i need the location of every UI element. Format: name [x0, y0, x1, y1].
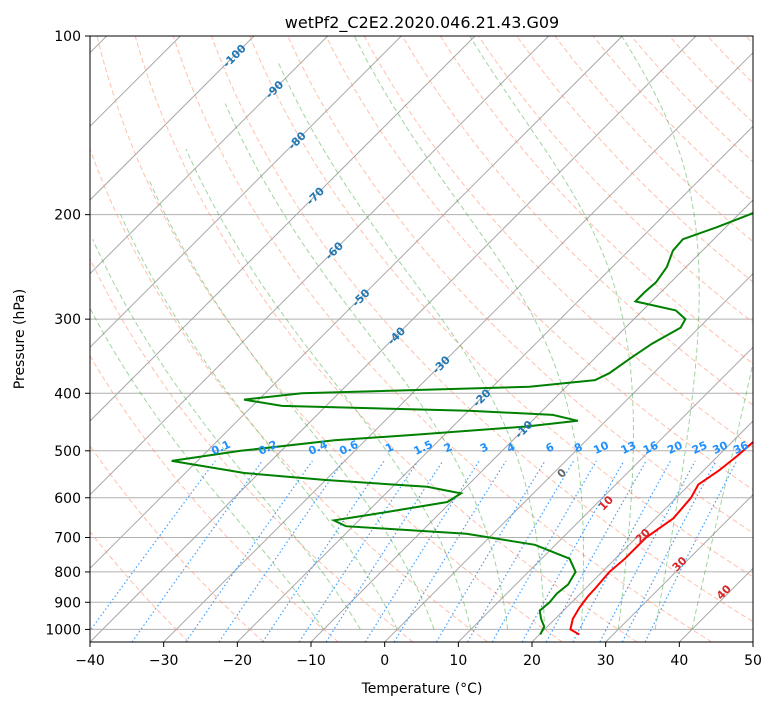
dry-adiabat	[96, 36, 563, 642]
dry-adiabat	[90, 147, 488, 642]
x-axis-title: Temperature (°C)	[361, 681, 483, 697]
x-tick-label: −10	[296, 653, 326, 669]
plot-background	[90, 36, 753, 642]
dry-adiabat	[90, 257, 414, 642]
moist-adiabat	[276, 60, 546, 630]
y-axis-title: Pressure (hPa)	[12, 289, 28, 389]
dewpoint-line	[171, 211, 753, 635]
isotherm	[90, 36, 255, 201]
mixing-ratio-label: 13	[619, 439, 638, 457]
y-tick-label: 200	[54, 208, 81, 224]
moist-adiabat	[691, 360, 753, 630]
mixing-ratio-line	[90, 460, 216, 632]
x-tick-label: −30	[149, 653, 179, 669]
moist-adiabat	[353, 36, 584, 630]
dry-adiabat	[439, 36, 753, 365]
dry-adiabat	[172, 36, 712, 642]
moist-adiabat	[90, 307, 325, 630]
y-tick-label: 300	[54, 312, 81, 328]
mixing-ratio-label: 25	[690, 439, 709, 457]
temperature-line	[569, 440, 753, 636]
mixing-ratio-line	[393, 460, 507, 642]
dry-adiabat	[516, 36, 753, 283]
mixing-ratio-label: 30	[710, 439, 730, 457]
isotherm	[384, 272, 753, 642]
x-tick-label: −40	[75, 653, 105, 669]
y-tick-label: 900	[54, 595, 81, 611]
chart-title: wetPf2_C2E2.2020.046.21.43.G09	[285, 13, 559, 33]
isotherm	[531, 420, 753, 642]
y-tick-label: 800	[54, 565, 81, 581]
dry-adiabat	[325, 36, 753, 491]
isotherm	[90, 36, 550, 496]
dry-adiabat	[90, 444, 264, 642]
dry-adiabat	[134, 36, 638, 642]
mixing-ratio-line	[298, 460, 419, 642]
x-tick-label: 30	[597, 653, 615, 669]
mixing-ratio-line	[545, 460, 647, 642]
moist-adiabat	[92, 238, 361, 630]
mixing-ratio-line	[599, 460, 696, 642]
moist-adiabat	[148, 179, 435, 630]
mixing-ratio-line	[325, 460, 444, 642]
mixing-ratio-line	[131, 460, 263, 642]
mixing-ratio-line	[621, 460, 717, 642]
moist-adiabat	[120, 214, 398, 630]
x-tick-label: 40	[670, 653, 688, 669]
x-tick-label: 10	[449, 653, 467, 669]
profile-lines	[171, 211, 753, 636]
moist-adiabat	[621, 36, 700, 630]
x-tick-label: −20	[223, 653, 253, 669]
mixing-ratio-label: 20	[665, 439, 685, 457]
x-tick-label: 0	[380, 653, 389, 669]
isotherm	[236, 125, 753, 642]
mixing-ratio-label: 10	[591, 439, 611, 457]
y-tick-label: 600	[54, 491, 81, 507]
moist-adiabat	[224, 103, 509, 630]
dry-adiabat	[211, 36, 753, 623]
isotherm	[90, 36, 402, 349]
isotherm	[90, 36, 329, 275]
mixing-ratio-line	[644, 460, 738, 642]
dry-adiabat	[90, 354, 339, 642]
isotherm	[457, 346, 753, 642]
y-tick-label: 700	[54, 531, 81, 547]
dry-adiabat	[90, 530, 190, 642]
isotherm	[90, 36, 623, 570]
y-tick-label: 400	[54, 386, 81, 402]
moist-adiabat	[469, 36, 634, 630]
isotherm	[90, 36, 476, 422]
dry-adiabat	[401, 36, 753, 406]
moist-adiabat	[185, 148, 472, 630]
mixing-ratio-line	[521, 460, 625, 642]
mixing-ratio-line	[364, 460, 480, 642]
isotherm	[163, 51, 753, 642]
dry-adiabat	[249, 36, 753, 578]
x-tick-label: 20	[523, 653, 541, 669]
x-tick-label: 50	[744, 653, 762, 669]
isotherm	[605, 493, 753, 642]
y-tick-label: 500	[54, 444, 81, 460]
mixing-ratio-line	[572, 460, 672, 642]
mixing-ratio-label: 16	[641, 439, 661, 457]
isotherm	[90, 36, 697, 642]
y-axis: 100 200 300 400 500 600 700 800 900 1000	[45, 29, 90, 638]
x-axis: −40 −30 −20 −10 0 10 20 30 40 50	[75, 642, 762, 669]
y-tick-label: 1000	[45, 622, 81, 638]
plot-frame	[89, 35, 754, 643]
y-tick-label: 100	[54, 29, 81, 45]
mixing-ratio-line	[262, 460, 385, 642]
mixing-ratio-label: 36	[731, 439, 751, 457]
